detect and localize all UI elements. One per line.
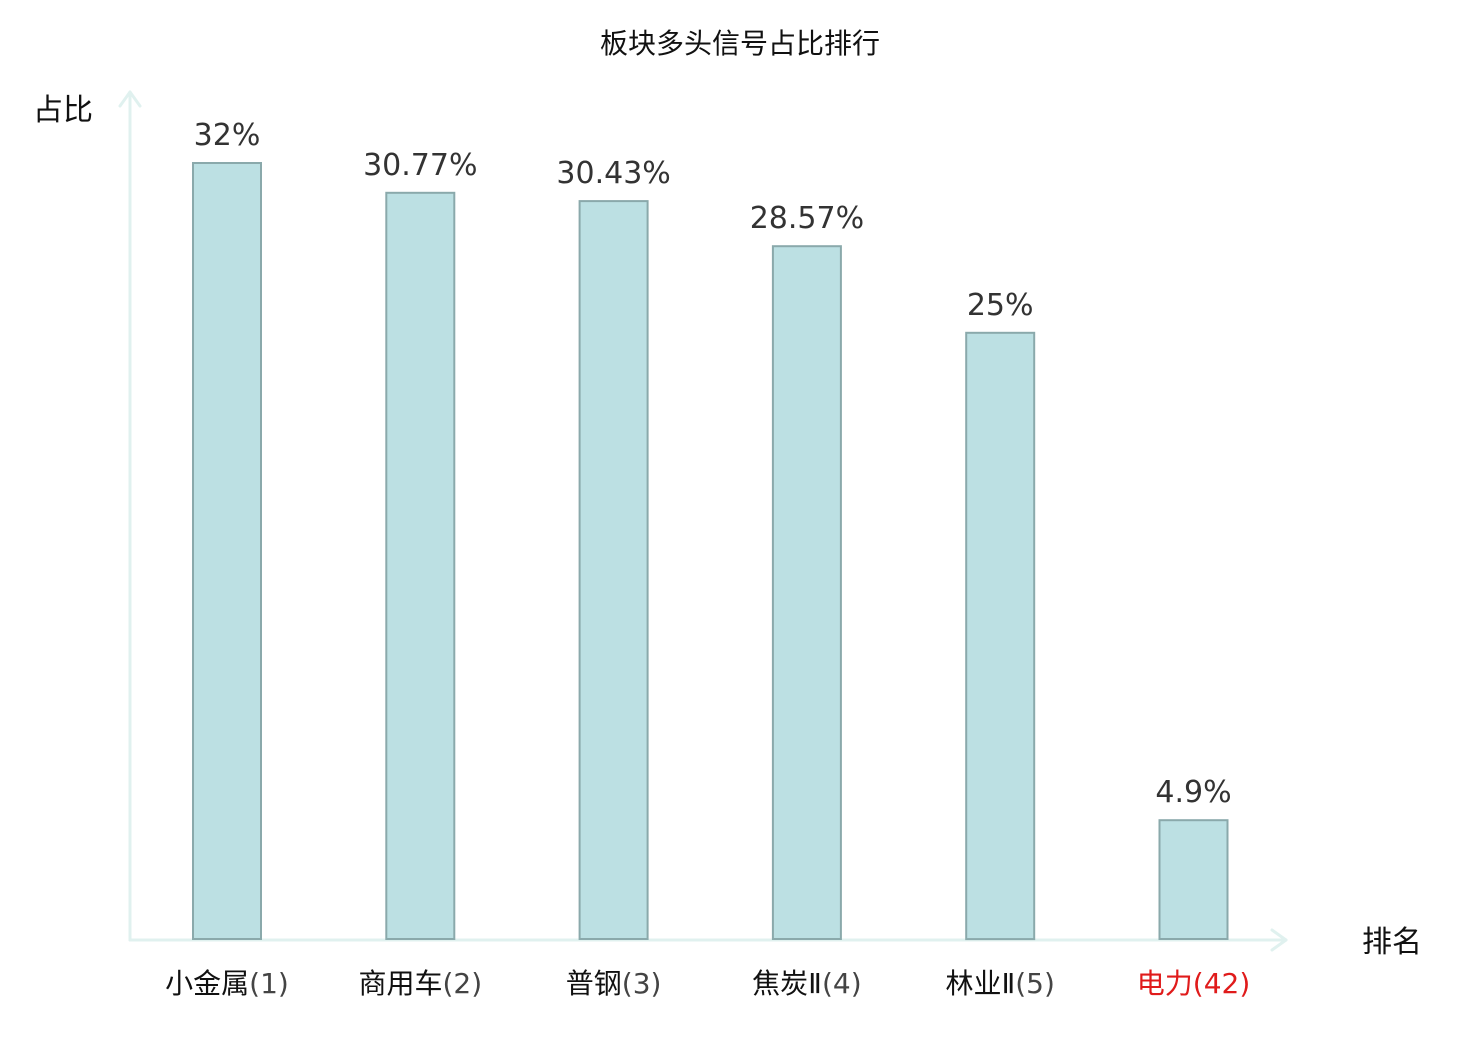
category-rank: (4)	[822, 967, 862, 1000]
bar-4	[771, 245, 842, 940]
category-label-4: 焦炭Ⅱ(4)	[752, 967, 861, 1000]
bar-2	[385, 191, 456, 941]
y-axis-label: 占比	[33, 93, 93, 128]
value-label-6: 4.9%	[1155, 775, 1231, 810]
value-label-5: 25%	[967, 288, 1034, 323]
category-name: 电力	[1137, 967, 1193, 1000]
value-label-4: 28.57%	[750, 201, 864, 236]
bars-group	[192, 162, 1229, 941]
bar-1	[192, 162, 262, 940]
axes	[118, 90, 1288, 952]
value-label-1: 32%	[194, 118, 261, 153]
category-name: 小金属	[165, 967, 249, 1000]
category-name: 林业Ⅱ	[945, 967, 1015, 1000]
value-label-3: 30.43%	[556, 156, 670, 191]
value-labels-group: 32% 30.77% 30.43% 28.57% 25% 4.9%	[194, 118, 1232, 810]
category-rank: (5)	[1015, 967, 1055, 1000]
x-axis-label: 排名	[1362, 925, 1422, 960]
category-rank: (42)	[1193, 967, 1250, 1000]
chart-title: 板块多头信号占比排行	[600, 27, 880, 60]
y-axis-arrow-icon	[118, 90, 142, 108]
bar-5	[965, 331, 1036, 941]
category-name: 普钢	[566, 967, 622, 1000]
category-name: 焦炭Ⅱ	[752, 967, 822, 1000]
category-label-1: 小金属(1)	[165, 967, 289, 1000]
bar-3	[578, 200, 649, 941]
category-rank: (2)	[442, 967, 482, 1000]
bar-6	[1158, 819, 1229, 941]
category-labels-group: 小金属(1) 商用车(2) 普钢(3) 焦炭Ⅱ(4) 林业Ⅱ(5) 电力(42)	[165, 967, 1250, 1000]
category-rank: (3)	[622, 967, 662, 1000]
category-label-5: 林业Ⅱ(5)	[945, 967, 1054, 1000]
value-label-2: 30.77%	[363, 148, 477, 183]
category-rank: (1)	[249, 967, 289, 1000]
x-axis-arrow-icon	[1270, 928, 1288, 952]
category-label-3: 普钢(3)	[566, 967, 662, 1000]
category-label-2: 商用车(2)	[358, 967, 482, 1000]
category-label-6: 电力(42)	[1137, 967, 1251, 1000]
category-name: 商用车	[358, 967, 442, 1000]
